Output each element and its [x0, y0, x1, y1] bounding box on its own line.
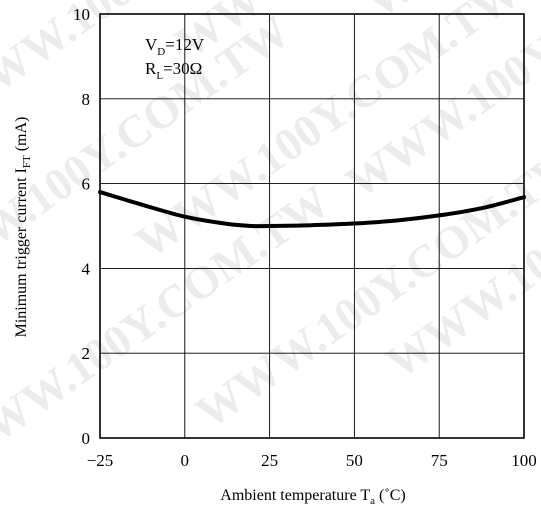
y-axis-label: Minimum trigger current IFT (mA) [13, 117, 33, 338]
y-tick-label: 8 [82, 90, 91, 109]
y-tick-label: 10 [73, 5, 90, 24]
series-line [98, 190, 526, 229]
x-tick-label: −25 [87, 451, 114, 470]
y-tick-label: 0 [82, 429, 91, 448]
x-tick-label: 0 [181, 451, 190, 470]
x-tick-labels: −25 0 25 50 75 100 [87, 451, 537, 470]
y-tick-label: 2 [82, 344, 91, 363]
watermark-layer: WWW.100Y.COM.TWWWW.100Y.COM.TWWWW.100Y.C… [0, 0, 541, 478]
x-tick-label: 100 [511, 451, 537, 470]
x-tick-label: 25 [261, 451, 278, 470]
annotation-vd: VD=12V [145, 35, 205, 58]
x-tick-label: 75 [431, 451, 448, 470]
plot-frame [99, 13, 525, 439]
y-tick-labels: 0 2 4 6 8 10 [73, 5, 91, 448]
x-tick-label: 50 [346, 451, 363, 470]
annotation-rl: RL=30Ω [145, 59, 202, 82]
y-tick-label: 6 [82, 175, 91, 194]
x-axis-label: Ambient temperature Ta (˚C) [220, 487, 405, 507]
y-tick-label: 4 [82, 259, 91, 278]
